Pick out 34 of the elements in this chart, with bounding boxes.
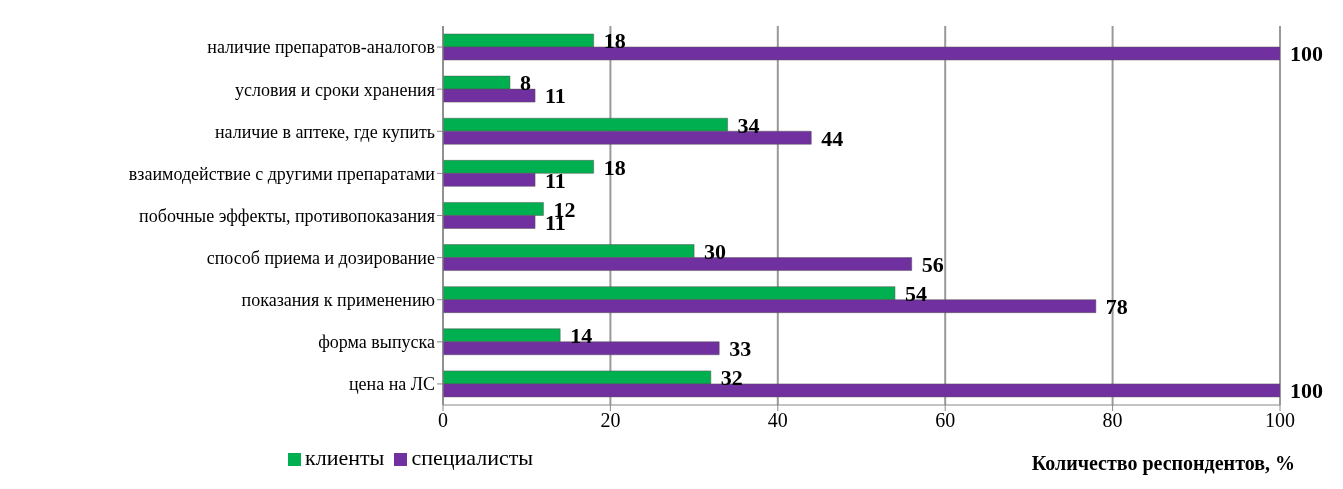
data-label: 54	[904, 280, 927, 306]
data-label: 14	[570, 323, 593, 349]
data-label: 100	[1290, 378, 1323, 404]
y-tick-label: показания к применению	[241, 290, 435, 311]
y-tick-label: взаимодействие с другими препаратами	[128, 163, 436, 184]
data-label: 18	[603, 154, 626, 180]
legend-label: специалисты	[411, 445, 534, 470]
x-axis-title: Количество респондентов, %	[1031, 452, 1295, 475]
x-tick-label: 80	[1102, 409, 1123, 432]
x-tick-label: 40	[767, 409, 788, 432]
y-tick-label: форма выпуска	[318, 332, 436, 353]
data-label: 32	[720, 365, 743, 391]
data-label: 8	[519, 70, 531, 96]
data-label: 78	[1105, 293, 1128, 319]
y-tick-label: способ приема и дозирование	[206, 248, 435, 268]
y-tick-label: условия и сроки хранения	[234, 79, 435, 100]
data-label: 56	[921, 251, 944, 277]
x-tick-label: 60	[935, 409, 956, 432]
x-tick-label: 20	[600, 409, 621, 432]
y-tick-label: наличие в аптеке, где купить	[214, 121, 435, 142]
data-label: 34	[737, 112, 760, 138]
data-label: 11	[545, 83, 566, 109]
legend-label: клиенты	[305, 445, 385, 470]
x-tick-label: 0	[438, 409, 448, 432]
data-label: 44	[821, 125, 844, 151]
data-label: 30	[704, 238, 727, 264]
data-label: 33	[729, 336, 752, 362]
data-label: 11	[545, 167, 566, 193]
y-tick-label: цена на ЛС	[348, 374, 435, 395]
x-tick-label: 100	[1265, 409, 1295, 432]
y-tick-label: наличие препаратов-аналогов	[207, 37, 435, 58]
y-tick-label: побочные эффекты, противопоказания	[139, 205, 435, 226]
data-label: 18	[603, 28, 626, 54]
data-label: 100	[1290, 41, 1323, 67]
